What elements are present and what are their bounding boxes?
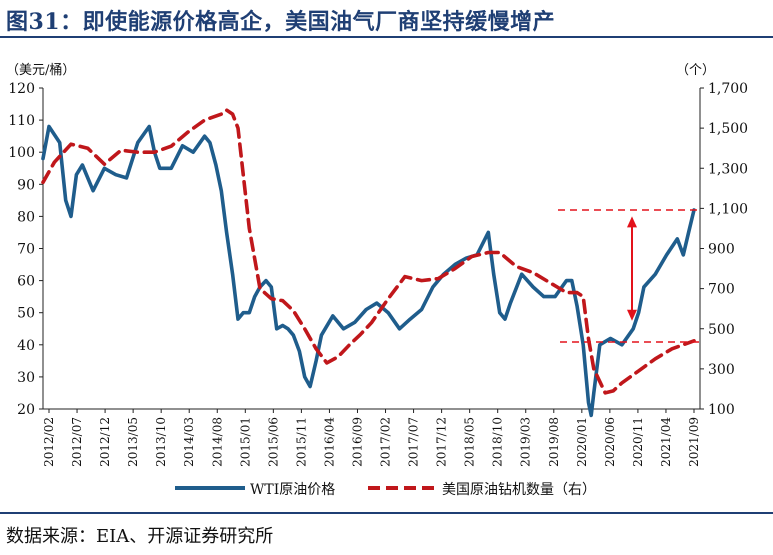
source-note: 数据来源：EIA、开源证券研究所 <box>6 526 274 547</box>
x-tick-label: 2013/10 <box>154 417 168 467</box>
x-tick-label: 2017/12 <box>435 417 449 467</box>
series <box>41 108 696 418</box>
x-tick-label: 2021/04 <box>659 417 673 467</box>
legend-label-rigs: 美国原油钻机数量（右） <box>442 482 596 498</box>
series-line-rigs <box>41 108 696 395</box>
y-left-ticks: 120 110 100 90 80 70 60 50 40 30 20 <box>8 81 43 418</box>
y-left-axis-label: （美元/桶） <box>6 63 75 78</box>
x-tick-label: 2016/09 <box>350 417 364 467</box>
x-tick-label: 2017/07 <box>407 417 421 467</box>
y-right-tick-label: 1,700 <box>708 81 748 97</box>
series-line-wti <box>41 124 696 418</box>
chart-title: 图31：即使能源价格高企，美国油气厂商坚持缓慢增产 <box>6 9 556 35</box>
y-right-tick-label: 900 <box>708 242 735 258</box>
y-left-tick-label: 60 <box>17 274 35 290</box>
x-tick-label: 2019/08 <box>547 417 561 467</box>
top-rule <box>0 36 773 38</box>
y-left-tick-label: 100 <box>8 145 35 161</box>
x-tick-label: 2012/07 <box>70 417 84 467</box>
x-ticks: 2012/02 2012/07 2012/12 2013/05 2013/10 2014/… <box>42 409 701 467</box>
y-right-tick-label: 1,500 <box>708 121 748 137</box>
annotations <box>558 209 700 343</box>
y-left-tick-label: 30 <box>17 370 35 386</box>
y-left-tick-label: 120 <box>8 81 35 97</box>
y-left-tick-label: 70 <box>17 242 35 258</box>
x-tick-label: 2018/10 <box>491 417 505 467</box>
x-tick-label: 2013/05 <box>126 417 140 467</box>
y-right-tick-label: 1,300 <box>708 161 748 177</box>
legend-label-wti: WTI原油价格 <box>250 482 335 498</box>
y-right-tick-label: 1,100 <box>708 201 748 217</box>
x-tick-label: 2020/01 <box>575 417 589 467</box>
legend: WTI原油价格 美国原油钻机数量（右） <box>175 482 596 498</box>
x-tick-label: 2018/05 <box>463 417 477 467</box>
x-tick-label: 2017/02 <box>379 417 393 467</box>
y-right-tick-label: 300 <box>708 362 735 378</box>
x-tick-label: 2021/09 <box>687 417 701 467</box>
y-right-axis-label: （个） <box>676 63 715 78</box>
x-tick-label: 2012/02 <box>42 417 56 467</box>
y-right-ticks: 1,700 1,500 1,300 1,100 900 700 500 300 100 <box>700 81 748 418</box>
y-left-tick-label: 50 <box>17 306 35 322</box>
y-left-tick-label: 80 <box>17 209 35 225</box>
x-tick-label: 2015/06 <box>266 417 280 467</box>
x-tick-label: 2015/11 <box>294 417 308 467</box>
y-left-tick-label: 20 <box>17 402 35 418</box>
x-tick-label: 2014/03 <box>182 417 196 467</box>
y-right-tick-label: 500 <box>708 322 735 338</box>
y-right-tick-label: 700 <box>708 282 735 298</box>
chart: （美元/桶） （个） 120 110 100 90 80 70 60 50 40 30 20 1,7… <box>6 63 748 498</box>
x-tick-label: 2012/12 <box>98 417 112 467</box>
x-tick-label: 2014/08 <box>210 417 224 467</box>
annotation-arrow-head-up <box>627 216 637 228</box>
x-tick-label: 2020/11 <box>631 417 645 467</box>
y-left-tick-label: 90 <box>17 177 35 193</box>
x-tick-label: 2015/01 <box>238 417 252 467</box>
x-tick-label: 2019/03 <box>519 417 533 467</box>
y-left-tick-label: 110 <box>8 113 35 129</box>
x-tick-label: 2020/06 <box>603 417 617 467</box>
y-left-tick-label: 40 <box>17 338 35 354</box>
bottom-rule <box>0 512 773 514</box>
x-tick-label: 2016/04 <box>322 417 336 467</box>
annotation-arrow-head-down <box>627 309 637 321</box>
y-right-tick-label: 100 <box>708 402 735 418</box>
